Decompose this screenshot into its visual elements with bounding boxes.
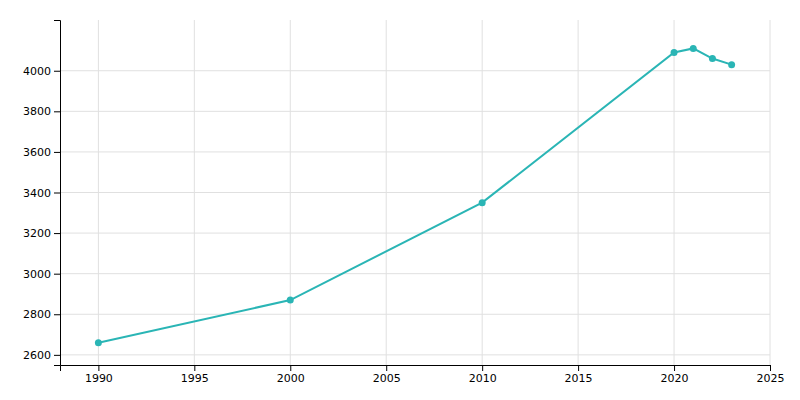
grid-line-y — [60, 111, 770, 112]
tick: 2015 — [565, 365, 593, 385]
grid — [60, 20, 770, 365]
grid-line-y — [60, 70, 770, 71]
tick: 3600 — [23, 146, 60, 159]
tick-mark — [386, 365, 387, 371]
tick: 2025 — [757, 365, 785, 385]
tick-label: 3600 — [23, 146, 51, 159]
tick-mark — [54, 71, 60, 72]
tick-mark — [770, 365, 771, 371]
point — [95, 339, 102, 346]
chart: 1990 1995 2000 2005 2010 2015 2020 2025 2600 2800… — [0, 0, 800, 400]
tick-label: 1995 — [181, 372, 209, 385]
tick: 3400 — [23, 187, 60, 200]
tick: 1995 — [181, 365, 209, 385]
tick-label: 3400 — [23, 187, 51, 200]
tick-mark — [98, 365, 99, 371]
tick-mark — [290, 365, 291, 371]
tick: 2020 — [661, 365, 689, 385]
plot: 1990 1995 2000 2005 2010 2015 2020 2025 2600 2800… — [23, 20, 785, 385]
tick-label: 2025 — [757, 372, 785, 385]
tick-mark — [578, 365, 579, 371]
x-axis: 1990 1995 2000 2005 2010 2015 2020 2025 — [61, 365, 785, 385]
tick-label: 3200 — [23, 227, 51, 240]
tick-label: 3800 — [23, 105, 51, 118]
tick: 2005 — [373, 365, 401, 385]
point — [728, 61, 735, 68]
grid-line-y — [60, 151, 770, 152]
tick: 3000 — [23, 268, 60, 281]
tick-label: 4000 — [23, 65, 51, 78]
y-axis: 2600 2800 3000 3200 3400 3600 3800 4000 — [23, 21, 61, 366]
tick: 3800 — [23, 105, 60, 118]
tick-mark — [54, 314, 60, 315]
tick-label: 2800 — [23, 308, 51, 321]
tick-label: 2600 — [23, 349, 51, 362]
tick-label: 2000 — [277, 372, 305, 385]
tick: 2600 — [23, 349, 60, 362]
tick-mark — [674, 365, 675, 371]
tick-mark — [482, 365, 483, 371]
tick-mark — [54, 111, 60, 112]
tick-label: 2020 — [661, 372, 689, 385]
point — [479, 199, 486, 206]
tick-mark — [194, 365, 195, 371]
grid-line-y — [60, 354, 770, 355]
marks — [95, 45, 735, 346]
tick: 2800 — [23, 308, 60, 321]
tick: 1990 — [85, 365, 113, 385]
axis-line — [54, 21, 61, 366]
grid-line-y — [60, 314, 770, 315]
tick-label: 3000 — [23, 268, 51, 281]
point — [690, 45, 697, 52]
tick: 4000 — [23, 65, 60, 78]
tick-mark — [54, 193, 60, 194]
axis-line — [61, 366, 771, 372]
grid-line-y — [60, 192, 770, 193]
tick: 2000 — [277, 365, 305, 385]
tick-label: 2010 — [469, 372, 497, 385]
tick-label: 2015 — [565, 372, 593, 385]
point — [709, 55, 716, 62]
tick-mark — [54, 274, 60, 275]
tick-mark — [54, 355, 60, 356]
tick: 3200 — [23, 227, 60, 240]
grid-line-y — [60, 273, 770, 274]
tick-label: 2005 — [373, 372, 401, 385]
point — [287, 297, 294, 304]
tick-mark — [54, 152, 60, 153]
tick-label: 1990 — [85, 372, 113, 385]
point — [671, 49, 678, 56]
tick-mark — [54, 233, 60, 234]
grid-line-y — [60, 233, 770, 234]
line — [98, 48, 731, 342]
tick: 2010 — [469, 365, 497, 385]
